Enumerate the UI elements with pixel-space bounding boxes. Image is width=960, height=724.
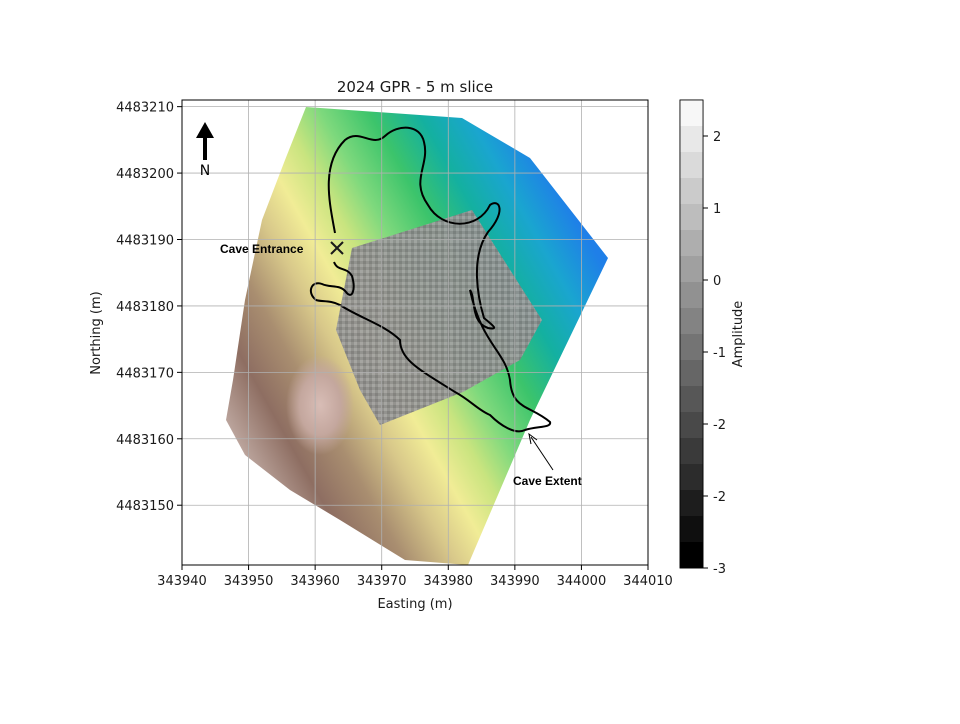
colorbar-frame [679,99,704,569]
y-tick-label: 4483180 [116,300,174,315]
colorbar-bands [679,99,704,569]
chart-title: 2024 GPR - 5 m slice [337,78,493,96]
colorbar: 2 1 0 -1 -2 -2 -3 Amplitude [679,99,746,577]
colorbar-tick-label: 2 [713,130,721,145]
colorbar-band [680,282,703,309]
colorbar-band [680,516,703,543]
colorbar-band [680,412,703,439]
colorbar-tick-label: -2 [713,490,726,505]
x-tick-label: 343990 [490,574,540,589]
colorbar-ticks: 2 1 0 -1 -2 -2 -3 [703,130,726,577]
colorbar-tick-label: -3 [713,562,726,577]
x-tick-label: 343950 [224,574,274,589]
colorbar-band [680,308,703,335]
cave-extent-outline [309,126,552,433]
x-tick-label: 344000 [557,574,607,589]
x-tick-label: 343970 [357,574,407,589]
colorbar-tick-label: 1 [713,202,721,217]
colorbar-tick-label: -2 [713,418,726,433]
colorbar-band [680,334,703,361]
cave-extent-arrow [528,432,554,471]
terrain-pink-anomaly [286,355,354,455]
x-tick-label: 343940 [157,574,207,589]
plot-area [226,107,608,565]
colorbar-band [680,152,703,179]
y-tick-label: 4483200 [116,167,174,182]
colorbar-label: Amplitude [731,301,746,368]
x-axis-ticks: 343940 343950 343960 343970 343980 343990 3440… [157,565,673,589]
y-tick-label: 4483150 [116,499,174,514]
colorbar-band [680,256,703,283]
colorbar-tick-label: 0 [713,274,721,289]
plot-frame [181,99,649,566]
cave-entrance-marker [330,241,344,255]
x-tick-label: 343980 [423,574,473,589]
x-tick-label: 344010 [623,574,673,589]
colorbar-band [680,100,703,127]
colorbar-band [680,438,703,465]
colorbar-band [680,490,703,517]
colorbar-band [680,230,703,257]
colorbar-band [680,178,703,205]
x-axis-title: Easting (m) [377,597,452,612]
x-tick-label: 343960 [290,574,340,589]
colorbar-band [680,542,703,569]
colorbar-band [680,464,703,491]
y-tick-label: 4483160 [116,433,174,448]
gpr-grey-amplitude-patch [336,210,542,425]
north-arrow-label: N [200,163,210,179]
colorbar-band [680,126,703,153]
y-tick-label: 4483210 [116,101,174,116]
y-tick-label: 4483170 [116,366,174,381]
y-tick-label: 4483190 [116,234,174,249]
colorbar-band [680,360,703,387]
colorbar-band [680,204,703,231]
y-axis-title: Northing (m) [89,291,104,374]
cave-entrance-label: Cave Entrance [220,242,304,256]
cave-extent-label: Cave Extent [513,474,582,488]
colorbar-band [680,386,703,413]
north-arrow: N [196,122,214,179]
colorbar-tick-label: -1 [713,346,726,361]
y-axis-ticks: 4483150 4483160 4483170 4483180 4483190 44832… [116,101,182,514]
